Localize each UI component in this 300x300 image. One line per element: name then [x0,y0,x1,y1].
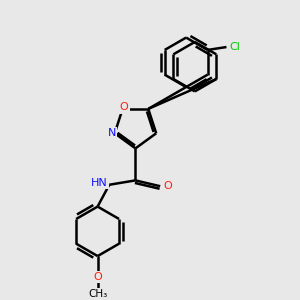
Text: Cl: Cl [230,42,241,52]
Text: N: N [108,128,116,138]
Text: CH₃: CH₃ [88,289,107,299]
Text: O: O [163,181,172,191]
Text: O: O [120,102,128,112]
Text: HN: HN [91,178,107,188]
Text: O: O [93,272,102,282]
